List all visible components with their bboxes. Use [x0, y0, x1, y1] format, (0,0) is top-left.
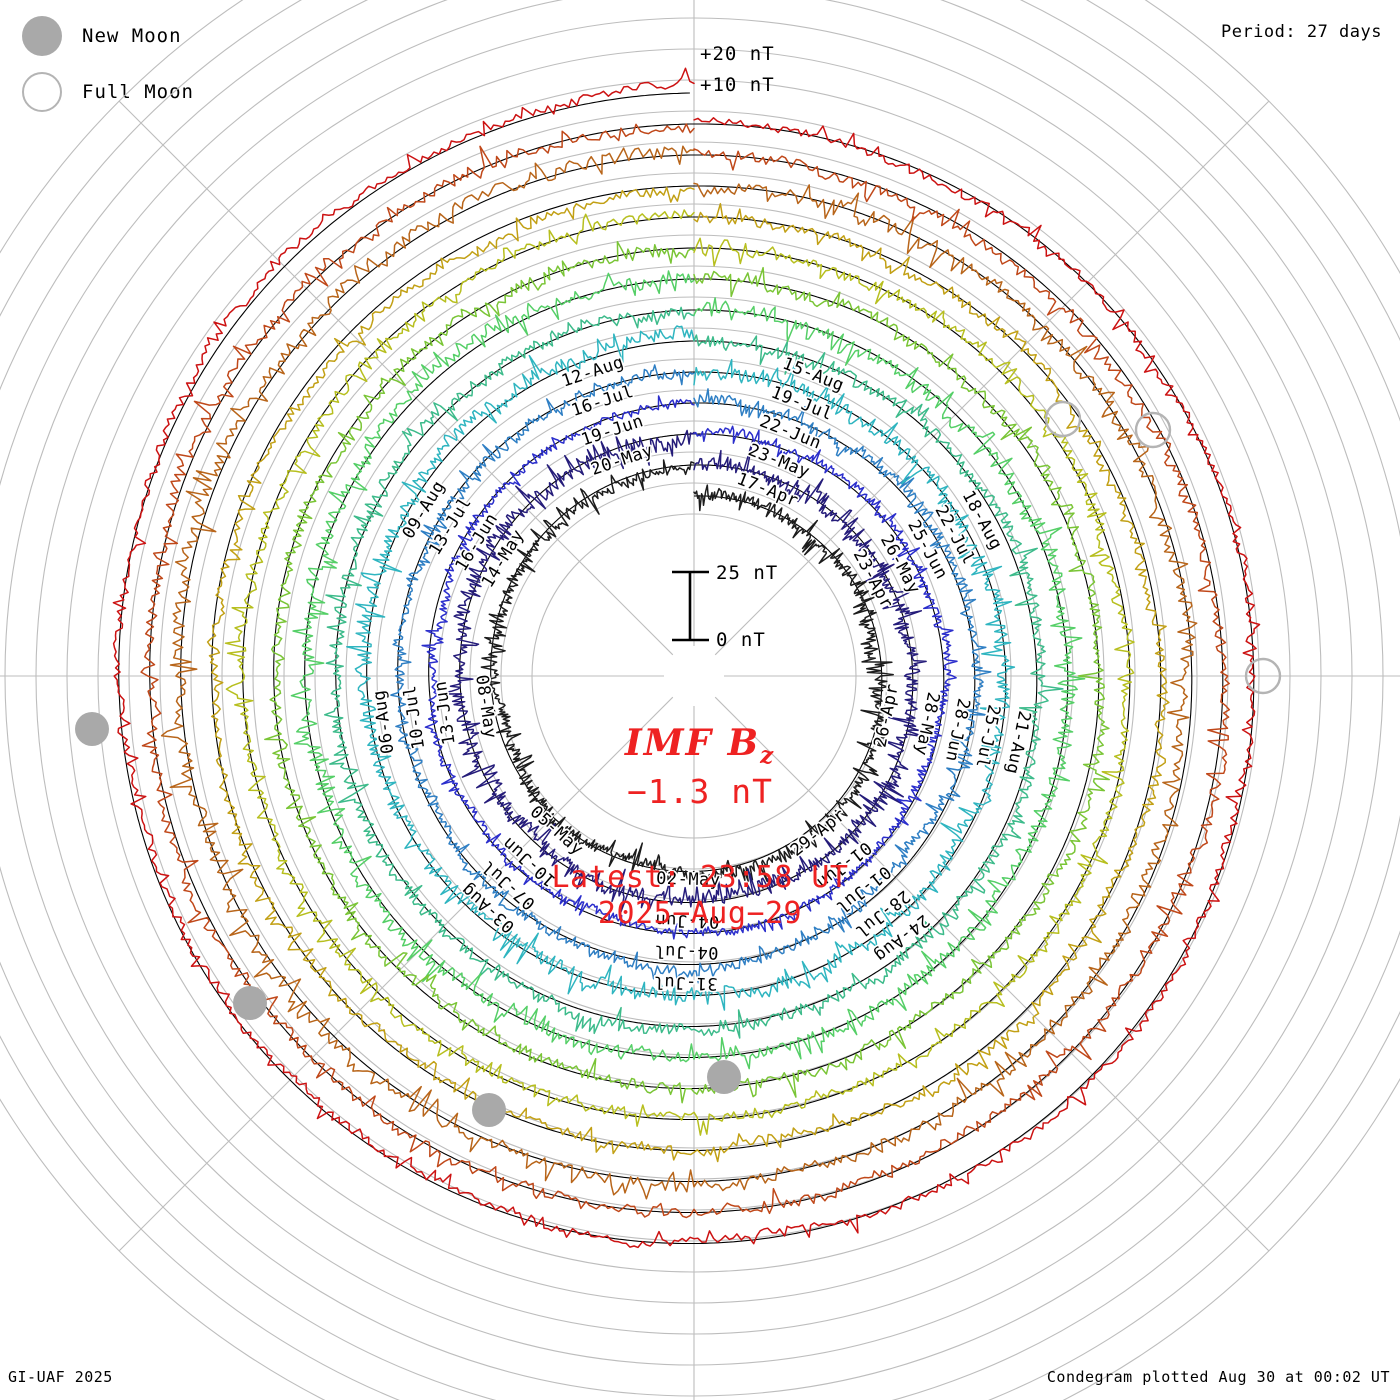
amplitude-scalebar [672, 570, 709, 642]
legend-item-full-moon: Full Moon [22, 64, 194, 120]
spiral-trace-16-Jun [323, 306, 1064, 1039]
svg-text:04-Jun: 04-Jun [655, 910, 720, 932]
spiral-trace-03-Aug [206, 186, 1170, 1163]
new-moon-marker [707, 1060, 741, 1094]
spiral-trace-20-May [389, 364, 992, 984]
footer-credit: GI-UAF 2025 [8, 1368, 113, 1386]
new-moon-icon [22, 16, 62, 56]
latest-date: 2025−Aug−29 [597, 896, 803, 931]
svg-text:04-Jul: 04-Jul [654, 941, 719, 963]
moon-phase-legend: New Moon Full Moon [22, 8, 194, 120]
imf-bz-title-subscript: z [760, 742, 776, 770]
new-moon-marker [233, 986, 267, 1020]
imf-bz-title-text: IMF B [624, 722, 761, 764]
spiral-trace-14-May [421, 395, 958, 940]
radial-label-plus20: +20 nT [700, 43, 775, 65]
scalebar-label-bottom: 0 nT [716, 629, 766, 651]
full-moon-marker [1134, 411, 1172, 449]
footer-plot-time: Condegram plotted Aug 30 at 00:02 UT [1046, 1368, 1390, 1386]
svg-text:04-Jul: 04-Jul [654, 941, 719, 963]
spiral-trace-09-Aug [160, 145, 1198, 1200]
imf-bz-title: IMF Bz [0, 722, 1400, 769]
spiral-trace-24-Aug [112, 67, 1261, 1249]
moon-markers [75, 400, 1282, 1127]
spiral-trace-07-Jul [290, 270, 1086, 1070]
latest-time: Latest: 23:58 UT [551, 860, 849, 895]
scalebar-label-top: 25 nT [716, 562, 779, 584]
spiral-trace-10-Jun [346, 325, 1016, 1011]
spiral-trace-31-Jul [224, 209, 1135, 1136]
spiral-trace-17-Apr [480, 459, 894, 886]
new-moon-marker [472, 1093, 506, 1127]
radial-label-plus10: +10 nT [700, 74, 775, 96]
full-moon-icon [22, 72, 62, 112]
svg-text:02-May: 02-May [656, 869, 721, 891]
full-moon-marker [1244, 657, 1282, 695]
legend-label-new-moon: New Moon [82, 25, 182, 47]
legend-item-new-moon: New Moon [22, 8, 194, 64]
full-moon-marker [1044, 400, 1082, 438]
new-moon-marker [75, 712, 109, 746]
period-label: Period: 27 days [1220, 22, 1382, 42]
svg-text:31-Jul: 31-Jul [653, 972, 718, 994]
imf-bz-value: −1.3 nT [626, 772, 774, 811]
legend-label-full-moon: Full Moon [82, 81, 194, 103]
spiral-trace-13-Jul [264, 240, 1110, 1104]
svg-text:02-May: 02-May [656, 869, 721, 891]
spiral-traces [112, 67, 1261, 1249]
svg-text:04-Jun: 04-Jun [655, 910, 720, 932]
spiral-trace-20-Apr [435, 429, 927, 913]
svg-text:31-Jul: 31-Jul [653, 972, 718, 994]
